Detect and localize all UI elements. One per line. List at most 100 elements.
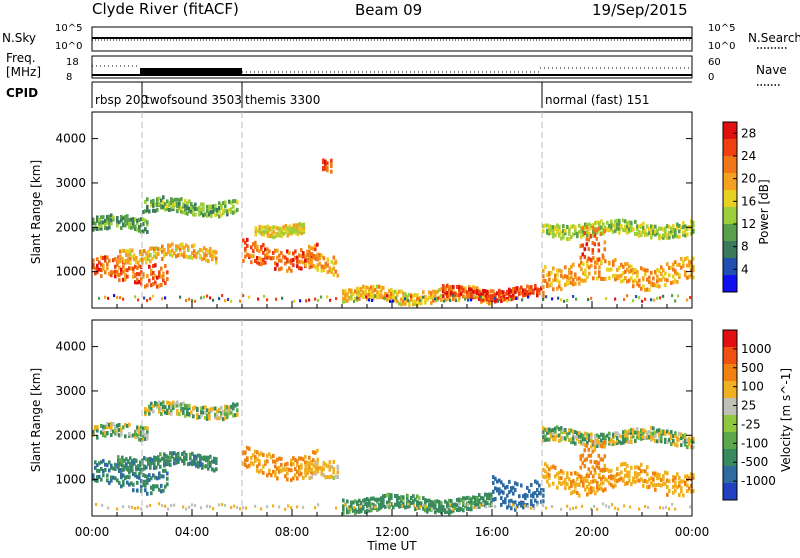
heatmap-cell [149,465,152,470]
heatmap-cell [292,251,295,256]
heatmap-cell [330,169,333,174]
heatmap-cell [482,288,485,293]
heatmap-cell [320,268,324,273]
heatmap-cell [134,217,137,222]
heatmap-cell [142,482,145,487]
heatmap-cell [572,431,575,436]
colorbar-frame [722,329,738,501]
heatmap-cell [230,404,233,409]
heatmap-cell [214,412,217,417]
heatmap-cell [581,461,585,466]
heatmap-cell [572,479,575,484]
heatmap-cell [152,282,155,287]
heatmap-cell [203,246,206,251]
heatmap-cell [176,197,179,202]
heatmap-cell [414,293,417,298]
heatmap-cell [200,406,203,411]
heatmap-cell [432,505,435,510]
heatmap-cell [672,229,675,234]
heatmap-cell [150,406,153,411]
heatmap-cell [418,301,421,306]
heatmap-cell [614,258,617,263]
heatmap-cell [203,252,206,257]
heatmap-cell [526,502,529,507]
heatmap-cell [124,218,127,223]
heatmap-cell [592,486,595,491]
heatmap-cell [94,271,97,276]
heatmap-cell [125,462,128,467]
heatmap-cell [614,277,617,282]
heatmap-cell [634,479,637,484]
heatmap-cell [589,459,593,464]
heatmap-cell [336,464,340,469]
heatmap-cell [216,207,219,212]
heatmap-cell [256,244,259,249]
heatmap-cell [692,445,695,450]
heatmap-cell [452,297,455,302]
heatmap-cell [304,463,308,468]
heatmap-cell [584,476,587,481]
heatmap-cell [620,279,623,284]
heatmap-cell [600,481,603,486]
heatmap-cell [302,475,305,480]
heatmap-cell [167,250,170,255]
heatmap-cell [674,431,677,436]
heatmap-cell [121,459,124,464]
heatmap-cell [194,206,197,211]
heatmap-cell [366,292,369,297]
heatmap-cell [592,231,595,236]
heatmap-cell [532,494,535,499]
heatmap-cell [120,271,123,276]
heatmap-cell [448,498,451,503]
heatmap-cell [102,255,105,260]
heatmap-cell [144,227,147,232]
heatmap-cell [175,244,178,249]
heatmap-cell [608,431,611,436]
heatmap-cell [371,505,374,509]
heatmap-cell [630,268,633,273]
heatmap-cell [101,503,104,507]
heatmap-cell [158,502,161,506]
heatmap-cell [626,439,629,444]
heatmap-cell [635,295,638,299]
heatmap-cell [300,248,303,253]
heatmap-cell [594,433,597,438]
heatmap-cell [464,289,467,294]
heatmap-cell [416,500,419,505]
heatmap-cell [624,224,627,229]
heatmap-cell [456,285,459,290]
heatmap-cell [208,204,211,209]
heatmap-cell [314,297,317,301]
heatmap-cell [148,473,151,478]
heatmap-cell [198,212,201,217]
heatmap-cell [329,298,332,302]
heatmap-cell [682,230,685,235]
heatmap-cell [446,294,449,299]
heatmap-cell [368,292,371,297]
heatmap-cell [642,483,645,488]
heatmap-cell [684,273,687,278]
heatmap-cell [138,437,141,442]
heatmap-cell [213,468,216,473]
heatmap-cell [215,250,218,255]
heatmap-cell [618,477,621,482]
heatmap-cell [330,464,334,469]
heatmap-cell [152,198,155,203]
heatmap-cell [556,472,559,477]
heatmap-cell [183,250,186,255]
heatmap-cell [218,503,221,507]
heatmap-cell [600,259,603,264]
heatmap-cell [228,405,231,410]
heatmap-cell [634,219,637,224]
heatmap-cell [100,423,103,428]
heatmap-cell [128,225,131,230]
heatmap-cell [564,486,567,491]
heatmap-cell [612,259,615,264]
heatmap-cell [579,454,583,459]
heatmap-cell [143,456,146,461]
heatmap-cell [104,255,107,260]
heatmap-cell [574,435,577,440]
heatmap-cell [300,456,303,461]
heatmap-cell [678,483,681,488]
heatmap-cell [356,292,359,297]
